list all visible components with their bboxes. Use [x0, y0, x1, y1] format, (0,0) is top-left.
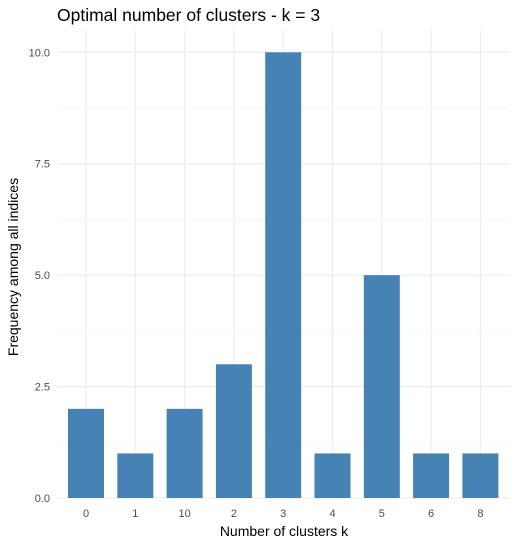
- y-tick-label: 10.0: [29, 47, 50, 59]
- x-tick-label: 1: [132, 508, 138, 520]
- x-axis-title: Number of clusters k: [220, 523, 349, 539]
- bars: [68, 52, 499, 499]
- x-tick-label: 4: [329, 508, 335, 520]
- bar-3: [265, 52, 302, 499]
- bar-2: [215, 364, 252, 498]
- y-axis-tick-labels: 0.0 2.5 5.0 7.5 10.0: [29, 47, 50, 505]
- x-tick-label: 0: [83, 508, 89, 520]
- x-tick-label: 8: [477, 508, 483, 520]
- x-tick-label: 10: [178, 508, 190, 520]
- bar-8: [462, 453, 499, 498]
- bar-4: [314, 453, 351, 498]
- x-tick-label: 3: [280, 508, 286, 520]
- x-tick-label: 5: [379, 508, 385, 520]
- y-tick-label: 5.0: [35, 270, 50, 282]
- y-tick-label: 7.5: [35, 159, 50, 171]
- y-axis-title: Frequency among all indices: [5, 178, 21, 356]
- x-tick-label: 2: [231, 508, 237, 520]
- bar-6: [413, 453, 450, 498]
- bar-0: [68, 408, 104, 498]
- chart-title: Optimal number of clusters - k = 3: [57, 5, 320, 25]
- bar-1: [117, 453, 154, 498]
- bar-5: [363, 275, 400, 498]
- x-tick-label: 6: [428, 508, 434, 520]
- bar-10: [166, 408, 203, 498]
- y-tick-label: 2.5: [35, 382, 50, 394]
- x-axis-tick-labels: 0 1 10 2 3 4 5 6 8: [83, 508, 484, 520]
- y-tick-label: 0.0: [35, 493, 50, 505]
